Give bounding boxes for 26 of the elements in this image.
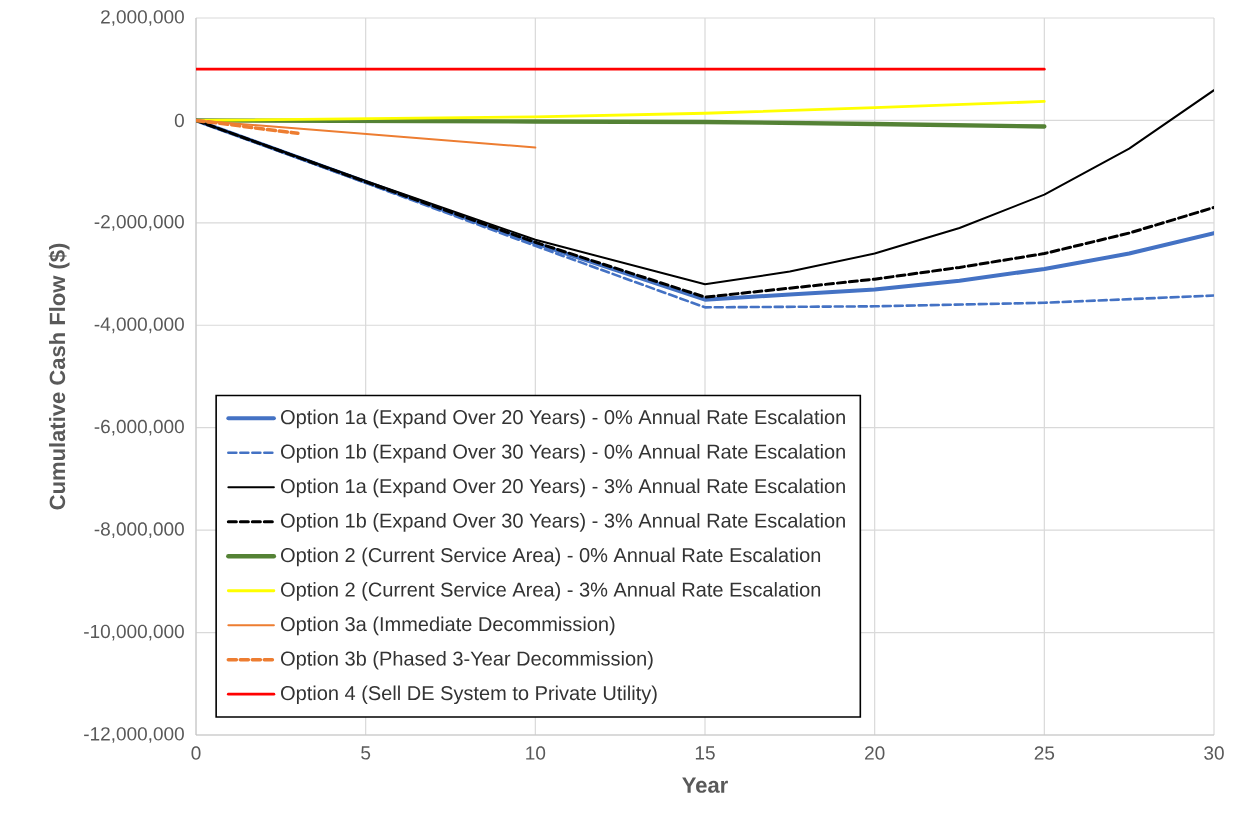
x-axis-title: Year xyxy=(682,777,728,793)
y-tick-label: -6,000,000 xyxy=(94,419,184,436)
y-tick-label: 2,000,000 xyxy=(101,10,184,26)
x-tick-label: 30 xyxy=(1204,746,1224,760)
legend-label: Option 1b (Expand Over 30 Years) - 0% Annual Rate Escalation xyxy=(281,444,845,463)
x-tick-label: 15 xyxy=(695,746,715,760)
legend-label: Option 2 (Current Service Area) - 3% Annual Rate Escalation xyxy=(281,582,821,601)
legend-label: Option 3a (Immediate Decommission) xyxy=(281,616,615,636)
legend-label: Option 1a (Expand Over 20 Years) - 0% Annual Rate Escalation xyxy=(281,409,845,429)
x-tick-label: 0 xyxy=(191,746,201,760)
y-axis-title: Cumulative Cash Flow ($) xyxy=(48,243,70,510)
y-tick-label: -12,000,000 xyxy=(84,727,184,743)
y-tick-label: 0 xyxy=(174,113,184,128)
legend-label: Option 1b (Expand Over 30 Years) - 3% Annual Rate Escalation xyxy=(281,513,845,532)
y-tick-label: -2,000,000 xyxy=(94,214,184,231)
x-tick-label: 10 xyxy=(526,746,546,760)
y-tick-label: -10,000,000 xyxy=(84,624,184,641)
legend-label: Option 2 (Current Service Area) - 0% Annual Rate Escalation xyxy=(281,547,821,567)
x-tick-label: 5 xyxy=(361,746,371,760)
legend-label: Option 3b (Phased 3-Year Decommission) xyxy=(281,650,653,670)
x-tick-label: 20 xyxy=(865,746,885,760)
legend-label: Option 1a (Expand Over 20 Years) - 3% Annual Rate Escalation xyxy=(281,478,845,498)
y-tick-label: -4,000,000 xyxy=(94,317,184,334)
legend-label: Option 4 (Sell DE System to Private Utility) xyxy=(281,685,657,705)
x-tick-label: 25 xyxy=(1034,746,1055,760)
y-tick-label: -8,000,000 xyxy=(94,522,184,538)
